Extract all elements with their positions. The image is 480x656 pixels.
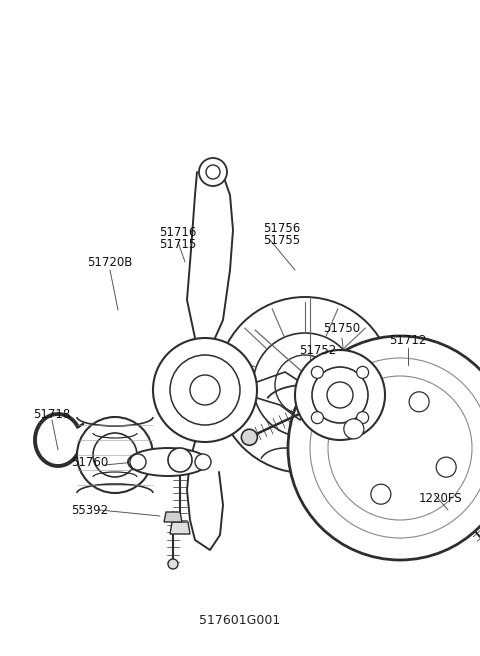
Text: 51756: 51756 [264, 222, 300, 234]
Ellipse shape [128, 448, 208, 476]
Text: 517601G001: 517601G001 [199, 613, 281, 626]
Circle shape [170, 355, 240, 425]
Circle shape [357, 411, 369, 424]
Polygon shape [164, 512, 182, 522]
Circle shape [168, 448, 192, 472]
Text: 51752: 51752 [300, 344, 336, 356]
Text: 51716: 51716 [159, 226, 197, 239]
Text: 51760: 51760 [72, 455, 108, 468]
Polygon shape [170, 522, 190, 534]
Circle shape [409, 392, 429, 412]
Circle shape [371, 484, 391, 504]
Text: 51720B: 51720B [87, 256, 132, 270]
Circle shape [253, 333, 357, 437]
Circle shape [206, 165, 220, 179]
Circle shape [190, 375, 220, 405]
Circle shape [312, 411, 324, 424]
Circle shape [217, 297, 393, 473]
Circle shape [312, 366, 324, 379]
Circle shape [370, 418, 430, 478]
Circle shape [328, 376, 472, 520]
Text: 51755: 51755 [264, 234, 300, 247]
Circle shape [330, 378, 470, 518]
Text: 51750: 51750 [324, 321, 360, 335]
Circle shape [327, 382, 353, 408]
Text: 51718: 51718 [34, 409, 71, 422]
Circle shape [77, 417, 153, 493]
Text: 51712: 51712 [389, 333, 427, 346]
Text: 51715: 51715 [159, 239, 197, 251]
Circle shape [168, 559, 178, 569]
Circle shape [275, 355, 335, 415]
Circle shape [93, 433, 137, 477]
Circle shape [310, 358, 480, 538]
Circle shape [199, 158, 227, 186]
Circle shape [436, 457, 456, 477]
Circle shape [195, 454, 211, 470]
Circle shape [295, 350, 385, 440]
Circle shape [344, 419, 364, 439]
Circle shape [153, 338, 257, 442]
Circle shape [357, 366, 369, 379]
Circle shape [130, 454, 146, 470]
Text: 55392: 55392 [72, 504, 108, 516]
Circle shape [382, 430, 418, 466]
Circle shape [288, 336, 480, 560]
Circle shape [241, 429, 257, 445]
Circle shape [312, 367, 368, 423]
Text: 1220FS: 1220FS [418, 491, 462, 504]
